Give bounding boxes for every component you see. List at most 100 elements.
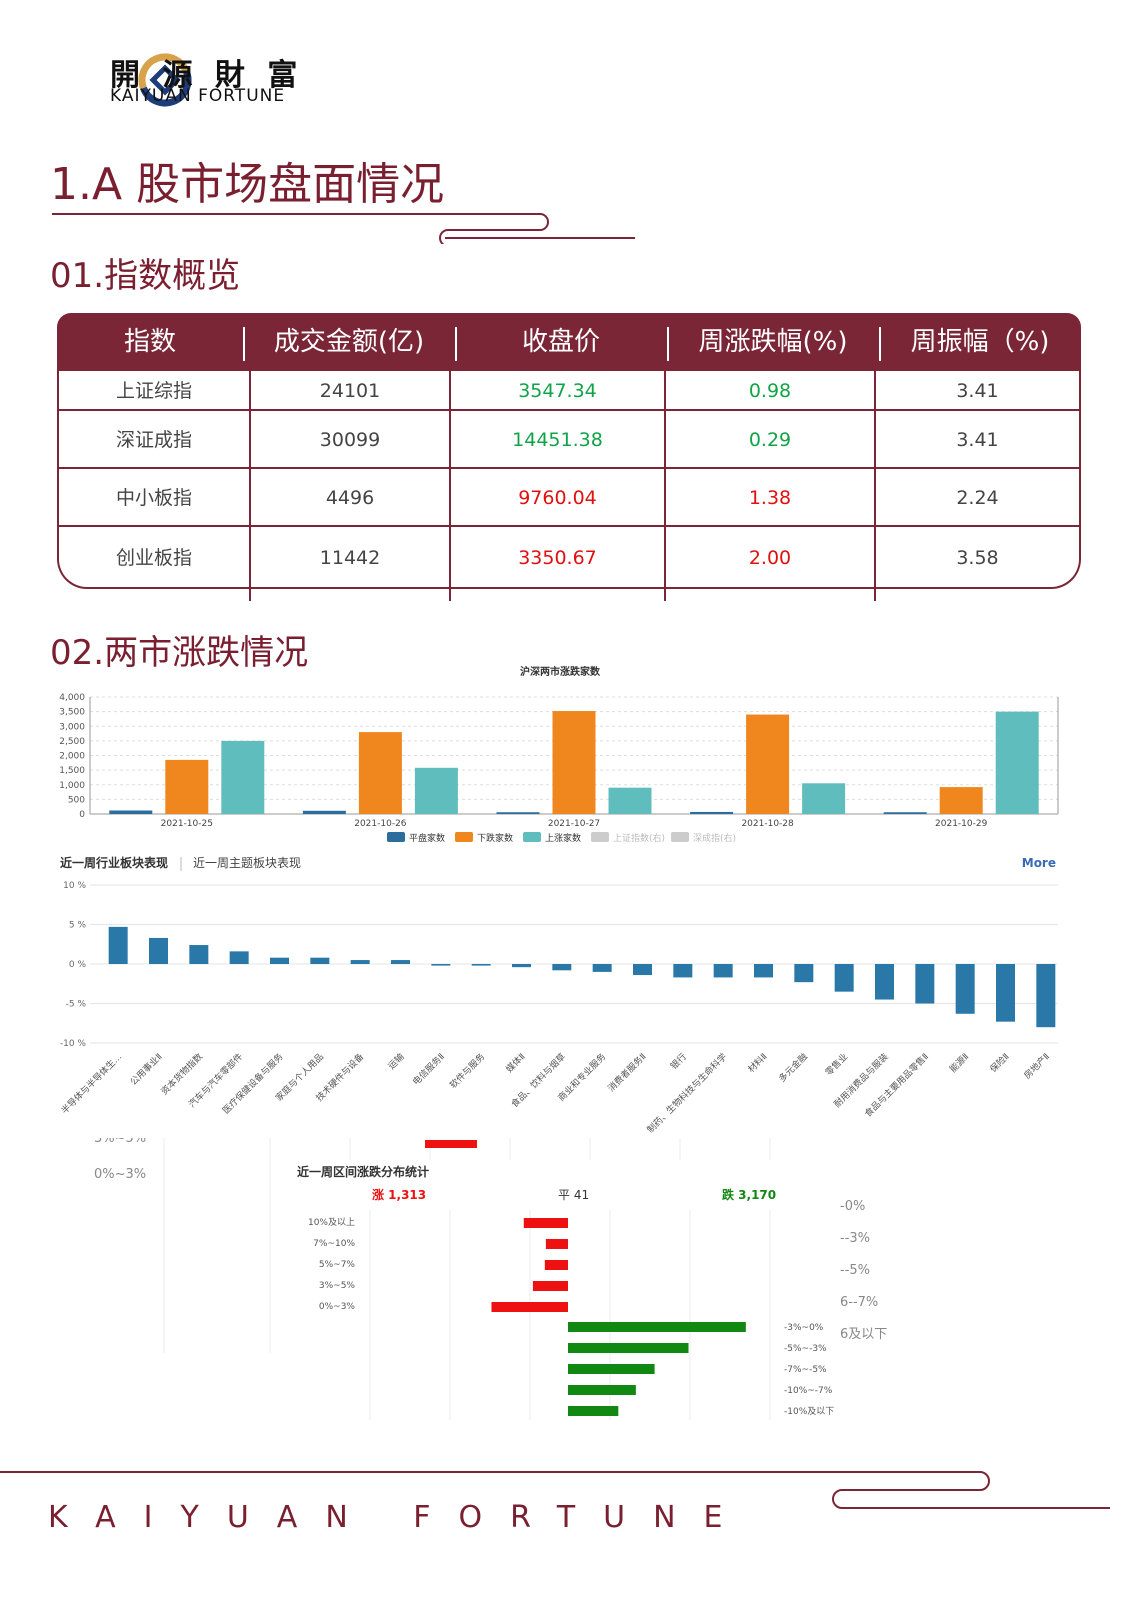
bar-2 bbox=[995, 711, 1039, 814]
sector-label: 运输 bbox=[385, 1051, 406, 1072]
bar-0 bbox=[690, 811, 734, 814]
cell-change: 0.98 bbox=[664, 371, 874, 411]
legend-label: 上涨家数 bbox=[545, 832, 581, 844]
cell-change: 0.29 bbox=[664, 411, 874, 469]
cell-index-name: 深证成指 bbox=[115, 429, 192, 451]
y-tick-label: 0 % bbox=[69, 960, 87, 970]
legend-label: 平盘家数 bbox=[409, 832, 445, 844]
cell-amplitude: 3.58 bbox=[874, 527, 1079, 601]
sector-performance-chart: 近一周行业板块表现 近一周主题板块表现 More 10 % 5 % 0 % -5 % -10 … bbox=[59, 855, 1058, 1136]
sector-label: 零售业 bbox=[823, 1051, 851, 1079]
sector-label: 资本货物指数 bbox=[158, 1051, 205, 1098]
sector-bar bbox=[229, 951, 249, 964]
cell-volume: 30099 bbox=[249, 411, 449, 469]
sector-label: 房地产Ⅱ bbox=[1021, 1051, 1052, 1082]
bg-label: 6--7% bbox=[840, 1295, 878, 1310]
bg-label: --3% bbox=[840, 1231, 870, 1246]
logo bbox=[138, 53, 192, 107]
bar-1 bbox=[939, 787, 983, 814]
header-index: 指数 bbox=[123, 327, 176, 357]
bg-bar bbox=[425, 1140, 477, 1148]
sector-bar bbox=[108, 926, 128, 964]
sector-label: 公用事业Ⅱ bbox=[128, 1051, 165, 1088]
y-tick-label: 3,500 bbox=[59, 708, 85, 718]
sector-bar bbox=[512, 964, 531, 968]
legend-swatch bbox=[455, 832, 473, 842]
sector-label: 半导体与半导体生… bbox=[59, 1051, 125, 1117]
cell-index-name: 上证综指 bbox=[115, 380, 192, 402]
tab-theme: 近一周主题板块表现 bbox=[193, 856, 301, 870]
cell-close: 9760.04 bbox=[449, 469, 664, 527]
brand-name-cn: 開 源 財 富 bbox=[110, 58, 304, 93]
subsection-index-overview-title: 01.指数概览 bbox=[50, 256, 241, 296]
down-range-bar bbox=[568, 1385, 636, 1395]
summary-flat: 平 41 bbox=[558, 1188, 589, 1202]
sector-bar bbox=[391, 960, 410, 964]
section-title-underline bbox=[52, 213, 635, 244]
x-tick-label: 2021-10-28 bbox=[741, 819, 794, 829]
sector-bar bbox=[1036, 964, 1056, 1028]
sector-label: 媒体Ⅱ bbox=[503, 1051, 527, 1075]
cell-close: 3350.67 bbox=[449, 527, 664, 601]
cell-volume: 4496 bbox=[249, 469, 449, 527]
sector-label: 软件与服务 bbox=[447, 1051, 487, 1091]
x-tick-label: 2021-10-29 bbox=[935, 819, 988, 829]
chart-title: 沪深两市涨跌家数 bbox=[520, 665, 601, 678]
sector-bar bbox=[875, 964, 894, 1000]
sector-bar bbox=[955, 964, 975, 1014]
tab-industry: 近一周行业板块表现 bbox=[60, 855, 168, 870]
up-range-bar bbox=[545, 1239, 568, 1249]
sector-bar bbox=[794, 964, 814, 983]
y-tick-label: -5 % bbox=[66, 1000, 87, 1010]
down-range-label: -3%~0% bbox=[784, 1323, 824, 1333]
y-tick-label: 2,500 bbox=[59, 737, 85, 747]
sector-bar bbox=[834, 964, 854, 992]
y-tick-label: 10 % bbox=[63, 881, 86, 891]
y-tick-label: 0 bbox=[79, 810, 85, 820]
down-range-bar bbox=[568, 1406, 619, 1416]
sector-label: 电信服务Ⅱ bbox=[410, 1051, 447, 1088]
down-range-label: -10%及以下 bbox=[784, 1406, 834, 1417]
legend-swatch bbox=[591, 832, 609, 842]
up-range-bar bbox=[491, 1302, 568, 1312]
down-range-label: -10%~-7% bbox=[784, 1386, 833, 1396]
cell-index-name: 创业板指 bbox=[115, 547, 192, 569]
legend-swatch bbox=[523, 832, 541, 842]
index-table-row: 中小板指 4496 9760.04 1.38 2.24 bbox=[59, 469, 1079, 527]
header-close: 收盘价 bbox=[455, 313, 667, 371]
sector-label: 制药、生物科技与生命科学 bbox=[644, 1051, 729, 1136]
y-tick-label: 5 % bbox=[69, 921, 87, 931]
up-range-bar bbox=[544, 1260, 568, 1270]
y-tick-label: 500 bbox=[68, 795, 85, 805]
section-title: 1.A 股市场盘面情况 bbox=[50, 159, 445, 210]
cell-amplitude: 3.41 bbox=[874, 411, 1079, 469]
bar-2 bbox=[608, 787, 652, 814]
bg-label: 3%~5% bbox=[94, 1138, 146, 1146]
sector-bar bbox=[996, 964, 1015, 1022]
sector-bar bbox=[270, 957, 289, 964]
cell-volume: 24101 bbox=[249, 371, 449, 411]
header-volume: 成交金额(亿) bbox=[243, 313, 455, 371]
index-table-row: 深证成指 30099 14451.38 0.29 3.41 bbox=[59, 411, 1079, 469]
cell-amplitude: 3.41 bbox=[874, 371, 1079, 411]
updown-count-chart: 沪深两市涨跌家数 4,000 3,500 3,000 2,500 2,000 1,500 1,… bbox=[59, 665, 1059, 844]
more-link: More bbox=[1022, 856, 1056, 870]
sector-bar bbox=[592, 964, 612, 972]
sector-label: 能源Ⅱ bbox=[947, 1051, 971, 1075]
index-table-row: 上证综指 24101 3547.34 0.98 3.41 bbox=[59, 371, 1079, 411]
bar-1 bbox=[552, 711, 596, 814]
x-tick-label: 2021-10-25 bbox=[161, 819, 213, 829]
legend-label: 下跌家数 bbox=[477, 832, 513, 844]
bg-label: 6及以下 bbox=[840, 1327, 887, 1342]
cell-close: 3547.34 bbox=[449, 371, 664, 411]
summary-up: 涨 1,313 bbox=[372, 1187, 426, 1202]
y-tick-label: 4,000 bbox=[59, 693, 85, 703]
cell-index-name: 中小板指 bbox=[115, 487, 192, 509]
bar-2 bbox=[802, 783, 846, 814]
legend-swatch bbox=[671, 832, 689, 842]
sector-label: 银行 bbox=[668, 1051, 689, 1072]
legend-label: 深成指(右) bbox=[693, 832, 736, 844]
bar-1 bbox=[165, 759, 209, 814]
up-range-label: 0%~3% bbox=[319, 1302, 356, 1312]
y-tick-label: 2,000 bbox=[59, 752, 85, 762]
